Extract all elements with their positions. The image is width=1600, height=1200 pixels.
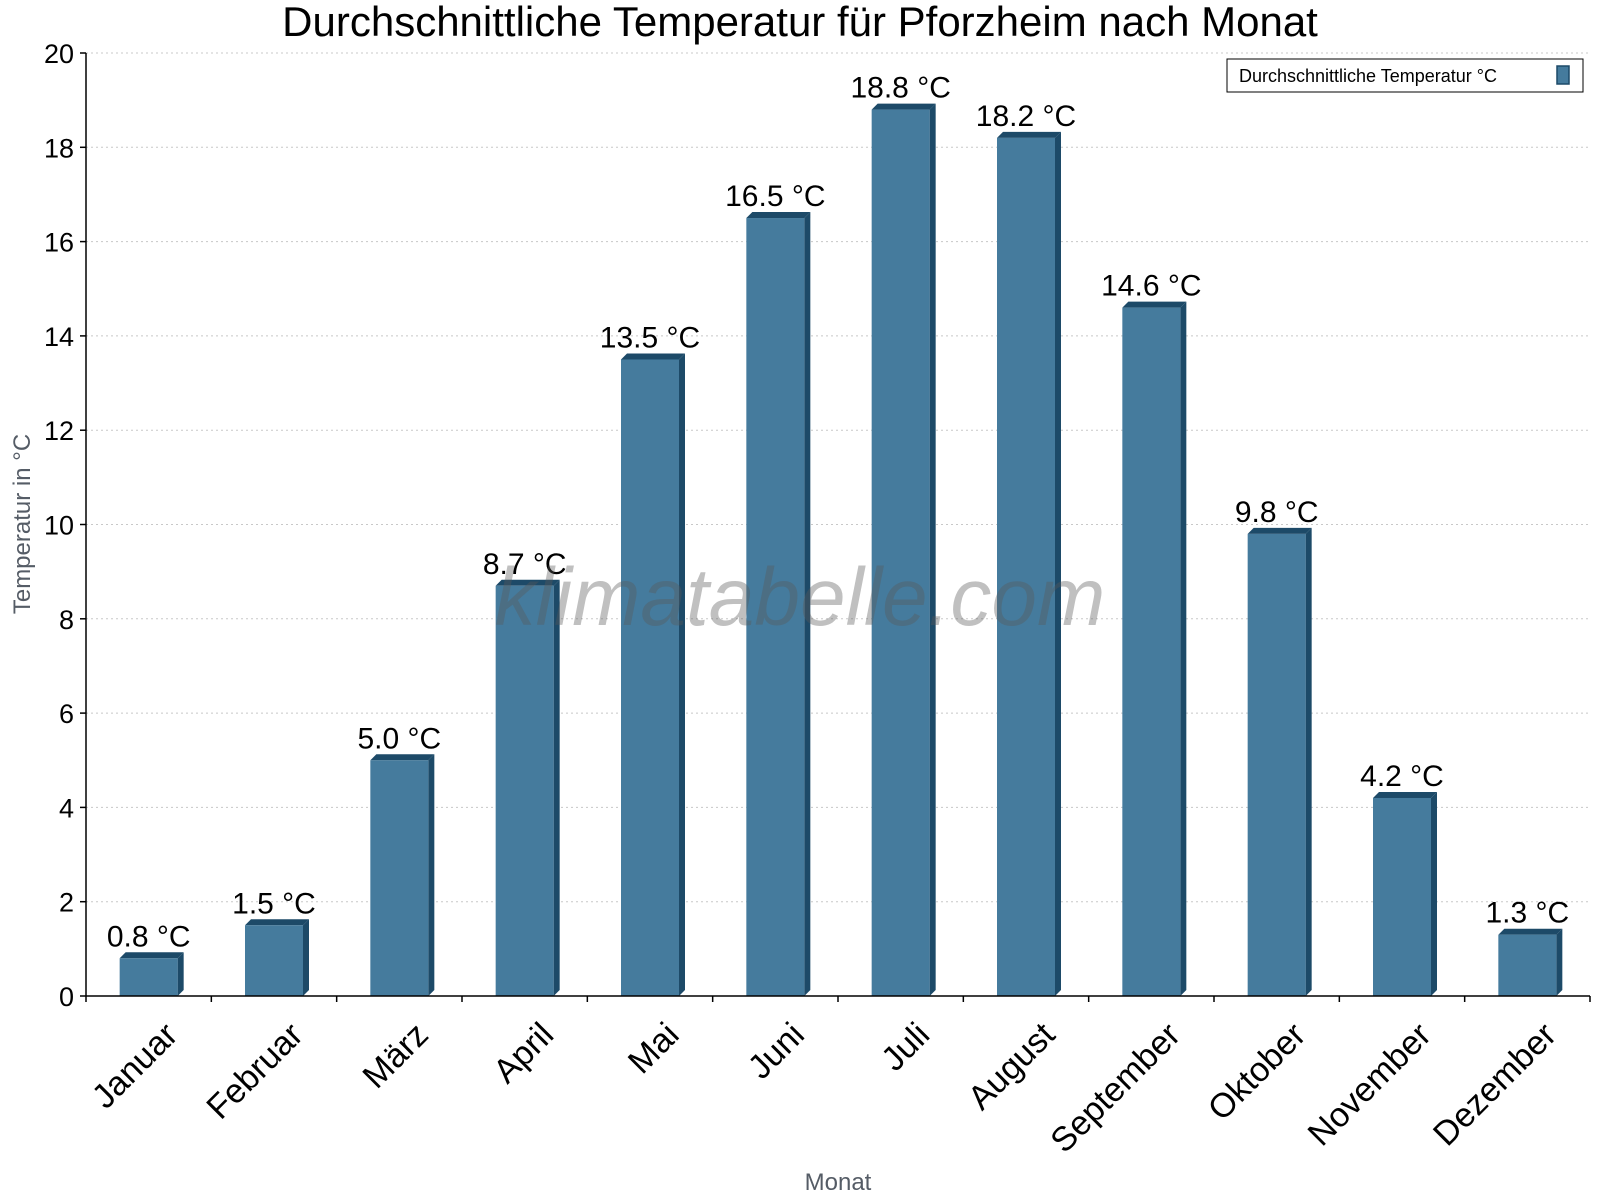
y-tick-label: 4 [59,793,74,823]
bar-side [553,579,560,996]
legend-swatch [1556,65,1570,85]
gridlines [86,52,1590,903]
x-tick-label: Januar [85,1016,185,1116]
bar-top [621,353,685,360]
bar-dezember [1498,928,1563,996]
x-tick-label: Mai [621,1016,687,1082]
bar-side [1305,527,1312,996]
bar-top [119,952,184,959]
x-tick-label: Juli [874,1016,937,1079]
y-tick-label: 12 [44,416,74,446]
bar-side [428,754,435,996]
x-tick-label: März [356,1016,436,1096]
x-tick-label: August [961,1015,1063,1117]
bar-top [245,919,309,926]
bar-juni [746,212,811,996]
y-tick-label: 2 [59,888,74,918]
data-label: 1.3 °C [1485,897,1569,930]
bar-face [370,760,429,996]
bar-top [1498,928,1563,935]
bar-side [929,103,936,996]
x-axis-ticks: Januar Februar März April Mai Juni Juli AugustS… [85,996,1591,1160]
bar-side [177,952,184,996]
data-label: 13.5 °C [600,321,700,354]
bar-top [746,212,811,219]
bar-face [621,359,679,997]
chart-title: Durchschnittliche Temperatur für Pforzhe… [282,0,1318,45]
data-label: 16.5 °C [725,180,825,213]
x-tick-label: September [1043,1016,1187,1160]
x-tick-label: Dezember [1426,1016,1564,1154]
bar-juli [871,103,936,996]
y-axis-title: Temperatur in °C [9,434,36,614]
data-label: 0.8 °C [107,920,191,953]
bar-oktober [1247,527,1312,996]
bar-face [746,218,805,996]
legend-box [1226,58,1584,93]
bar-face [495,585,554,996]
bar-februar [245,919,309,996]
bar-top [1122,301,1187,308]
x-tick-label: Oktober [1201,1016,1313,1128]
bar-face [1122,307,1181,996]
bar-side [1431,791,1437,996]
bar-top [1247,527,1312,534]
bar-face [1247,533,1306,996]
y-tick-label: 16 [44,228,74,258]
y-tick-label: 6 [59,699,74,729]
bar-face [1498,934,1557,996]
data-label: 8.7 °C [483,548,567,581]
watermark: klimatabelle.com [495,552,1106,643]
bar-märz [370,754,435,996]
legend-label: Durchschnittliche Temperatur °C [1239,66,1497,86]
data-label: 9.8 °C [1235,496,1319,529]
bar-august [997,131,1061,996]
data-labels: 0.8 °C 1.5 °C 5.0 °C 8.7 °C 13.5 °C 16.5 °C 18… [107,72,1569,954]
y-axis-ticks: 0 2 4 6 8 10 12 14 16 18 20 [44,39,86,1012]
bar-face [119,958,178,996]
data-label: 4.2 °C [1360,760,1444,793]
bar-top [871,103,936,110]
data-label: 18.8 °C [850,72,950,105]
bar-top [370,754,435,761]
y-tick-label: 0 [59,982,74,1012]
data-label: 14.6 °C [1101,270,1201,303]
bar-november [1373,791,1437,996]
y-tick-label: 10 [44,511,74,541]
bar-april [495,579,560,996]
bars [119,103,1563,997]
y-tick-label: 20 [44,39,74,69]
bar-side [1055,131,1061,996]
y-tick-label: 8 [59,605,74,635]
y-tick-label: 18 [44,133,74,163]
x-tick-label: November [1301,1016,1439,1154]
legend: Durchschnittliche Temperatur °C [1226,58,1584,93]
bar-side [1556,928,1563,996]
bar-top [495,579,560,586]
x-tick-label: April [486,1016,561,1091]
data-label: 1.5 °C [232,887,316,920]
data-label: 18.2 °C [976,100,1076,133]
bar-face [1373,797,1431,996]
bar-side [804,212,811,996]
bar-face [245,925,303,996]
bar-top [997,131,1061,138]
data-label: 5.0 °C [357,722,441,755]
bar-september [1122,301,1187,996]
x-tick-label: Februar [199,1016,310,1127]
y-tick-label: 14 [44,322,74,352]
bar-face [871,109,930,996]
bar-januar [119,952,184,996]
bar-side [1180,301,1187,996]
bar-top [1373,791,1437,798]
x-axis-title: Monat [805,1169,872,1196]
x-tick-label: Juni [741,1016,812,1087]
bar-face [997,137,1055,996]
bar-side [679,353,685,997]
bar-mai [621,353,685,997]
bar-side [303,919,309,996]
